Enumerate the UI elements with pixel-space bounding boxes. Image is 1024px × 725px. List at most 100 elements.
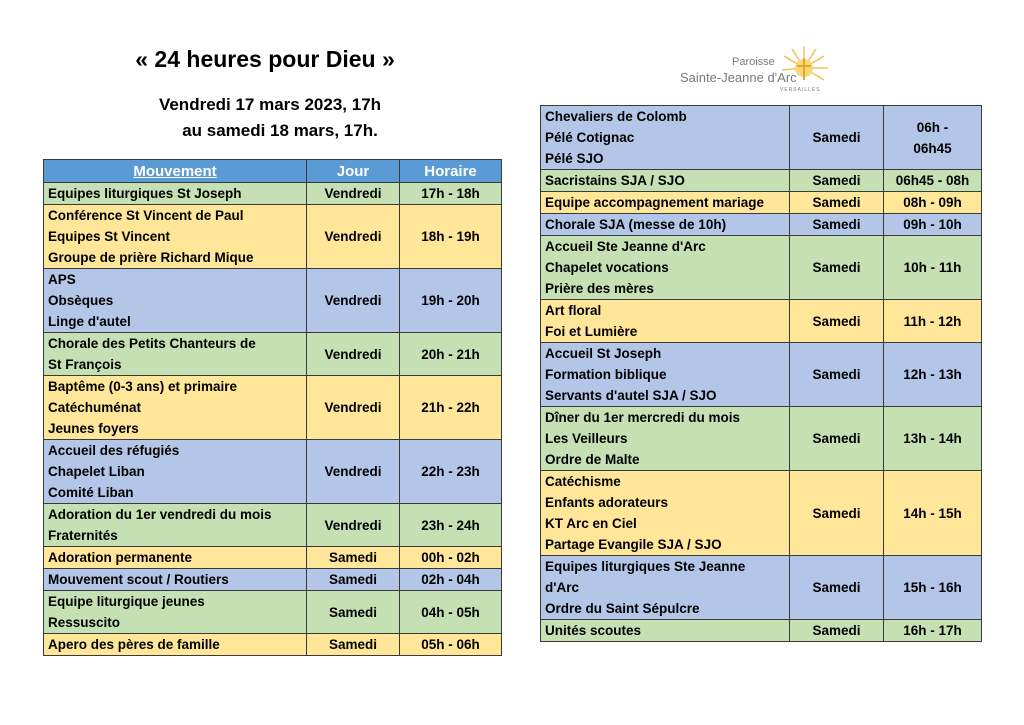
table-row: APS Obsèques Linge d'autel Vendredi 19h - 20… [43,268,502,333]
mouvement-name: Conférence St Vincent de Paul [48,208,244,223]
mouvement-name: Chorale SJA (messe de 10h) [545,217,727,232]
mouvement-name: APS [48,272,76,287]
mouvement-name: Equipes liturgiques St Joseph [48,186,242,201]
jour-cell: Samedi [789,105,884,170]
mouvement-cell: Dîner du 1er mercredi du mois Les Veilleu… [540,406,790,471]
logo-text-name: Sainte-Jeanne d'Arc [680,70,797,85]
horaire-cell: 06h45 - 08h [883,169,982,192]
jour-cell: Samedi [789,169,884,192]
mouvement-name: Dîner du 1er mercredi du mois [545,410,741,425]
mouvement-cell: Conférence St Vincent de Paul Equipes St … [43,204,307,269]
horaire-cell: 18h - 19h [399,204,502,269]
mouvement-cell: Accueil St Joseph Formation biblique Serva… [540,342,790,407]
jour-cell: Samedi [789,619,884,642]
mouvement-cell: Chorale des Petits Chanteurs de St Franço… [43,332,307,376]
mouvement-name: Ressuscito [48,615,121,630]
mouvement-cell: Apero des pères de famille [43,633,307,656]
mouvement-cell: Accueil Ste Jeanne d'Arc Chapelet vocatio… [540,235,790,300]
table-row: Accueil St Joseph Formation biblique Serva… [540,342,982,407]
mouvement-name: KT Arc en Ciel [545,516,637,531]
table-row: Equipes liturgiques Ste Jeanne d'Arc Ordre… [540,555,982,620]
mouvement-name: Groupe de prière Richard Mique [48,250,254,265]
horaire-cell: 12h - 13h [883,342,982,407]
mouvement-name: Baptême (0-3 ans) et primaire [48,379,238,394]
jour-cell: Samedi [789,299,884,343]
mouvement-name: Accueil des réfugiés [48,443,180,458]
mouvement-name: Equipe liturgique jeunes [48,594,205,609]
horaire-cell: 14h - 15h [883,470,982,556]
jour-cell: Samedi [789,235,884,300]
mouvement-name: Pélé Cotignac [545,130,635,145]
mouvement-name: Partage Evangile SJA / SJO [545,537,722,552]
horaire-cell: 13h - 14h [883,406,982,471]
horaire-cell: 17h - 18h [399,182,502,205]
mouvement-name: Catéchuménat [48,400,142,415]
mouvement-name: Chapelet Liban [48,464,145,479]
jour-cell: Samedi [789,191,884,214]
jour-cell: Vendredi [306,204,400,269]
horaire-cell: 15h - 16h [883,555,982,620]
table-row: Baptême (0-3 ans) et primaire Catéchuména… [43,375,502,440]
horaire-cell: 11h - 12h [883,299,982,343]
mouvement-name: Fraternités [48,528,118,543]
page-title: « 24 heures pour Dieu » [135,46,395,72]
horaire-cell: 08h - 09h [883,191,982,214]
mouvement-cell: Equipes liturgiques St Joseph [43,182,307,205]
mouvement-name: Accueil Ste Jeanne d'Arc [545,239,706,254]
mouvement-cell: Equipes liturgiques Ste Jeanne d'Arc Ordre… [540,555,790,620]
jour-cell: Vendredi [306,268,400,333]
mouvement-name: Accueil St Joseph [545,346,662,361]
jour-cell: Samedi [306,568,400,591]
jour-cell: Vendredi [306,182,400,205]
horaire-cell: 20h - 21h [399,332,502,376]
table-row: Accueil des réfugiés Chapelet Liban Comité… [43,439,502,504]
table-row: Adoration permanente Samedi 00h - 02h [43,546,502,569]
mouvement-name: Catéchisme [545,474,621,489]
table-header-row: Mouvement Jour Horaire [43,159,502,183]
table-row: Art floral Foi et Lumière Samedi 11h - 12h [540,299,982,343]
jour-cell: Samedi [789,555,884,620]
schedule-table-left: Mouvement Jour Horaire Equipes liturgiqu… [43,159,502,656]
jour-cell: Samedi [789,213,884,236]
horaire-cell: 21h - 22h [399,375,502,440]
horaire-cell: 10h - 11h [883,235,982,300]
mouvement-name: Equipes St Vincent [48,229,171,244]
mouvement-name: Foi et Lumière [545,324,638,339]
mouvement-name: Comité Liban [48,485,134,500]
mouvement-name: Pélé SJO [545,151,604,166]
table-row: Apero des pères de famille Samedi 05h - 06… [43,633,502,656]
mouvement-name: St François [48,357,122,372]
horaire-cell: 02h - 04h [399,568,502,591]
horaire-cell: 23h - 24h [399,503,502,547]
horaire-cell: 05h - 06h [399,633,502,656]
mouvement-name: Equipes liturgiques Ste Jeanne [545,559,746,574]
date-range-line1: Vendredi 17 mars 2023, 17h [158,95,382,114]
mouvement-name: d'Arc [545,580,579,595]
logo-text-city: VERSAILLES [780,87,821,93]
mouvement-cell: Adoration permanente [43,546,307,569]
date-range-line2: au samedi 18 mars, 17h. [182,121,378,140]
mouvement-name: Linge d'autel [48,314,131,329]
jour-cell: Vendredi [306,503,400,547]
mouvement-cell: Accueil des réfugiés Chapelet Liban Comité… [43,439,307,504]
jour-cell: Vendredi [306,375,400,440]
column-header-mouvement: Mouvement [43,159,307,183]
table-row: Chorale des Petits Chanteurs de St Franço… [43,332,502,376]
mouvement-cell: Mouvement scout / Routiers [43,568,307,591]
jour-cell: Samedi [789,342,884,407]
logo-text-paroisse: Paroisse [732,56,775,68]
mouvement-name: Equipe accompagnement mariage [545,195,765,210]
mouvement-name: Apero des pères de famille [48,637,220,652]
mouvement-name: Ordre du Saint Sépulcre [545,601,700,616]
mouvement-cell: Chorale SJA (messe de 10h) [540,213,790,236]
table-row: Unités scoutes Samedi 16h - 17h [540,619,982,642]
jour-cell: Samedi [789,470,884,556]
table-row: Equipes liturgiques St Joseph Vendredi 17h… [43,182,502,205]
table-row: Accueil Ste Jeanne d'Arc Chapelet vocatio… [540,235,982,300]
mouvement-name: Les Veilleurs [545,431,628,446]
jour-cell: Vendredi [306,332,400,376]
table-row: Sacristains SJA / SJO Samedi 06h45 - 08h [540,169,982,192]
table-row: Catéchisme Enfants adorateurs KT Arc en Ci… [540,470,982,556]
mouvement-name: Formation biblique [545,367,667,382]
mouvement-cell: Catéchisme Enfants adorateurs KT Arc en Ci… [540,470,790,556]
